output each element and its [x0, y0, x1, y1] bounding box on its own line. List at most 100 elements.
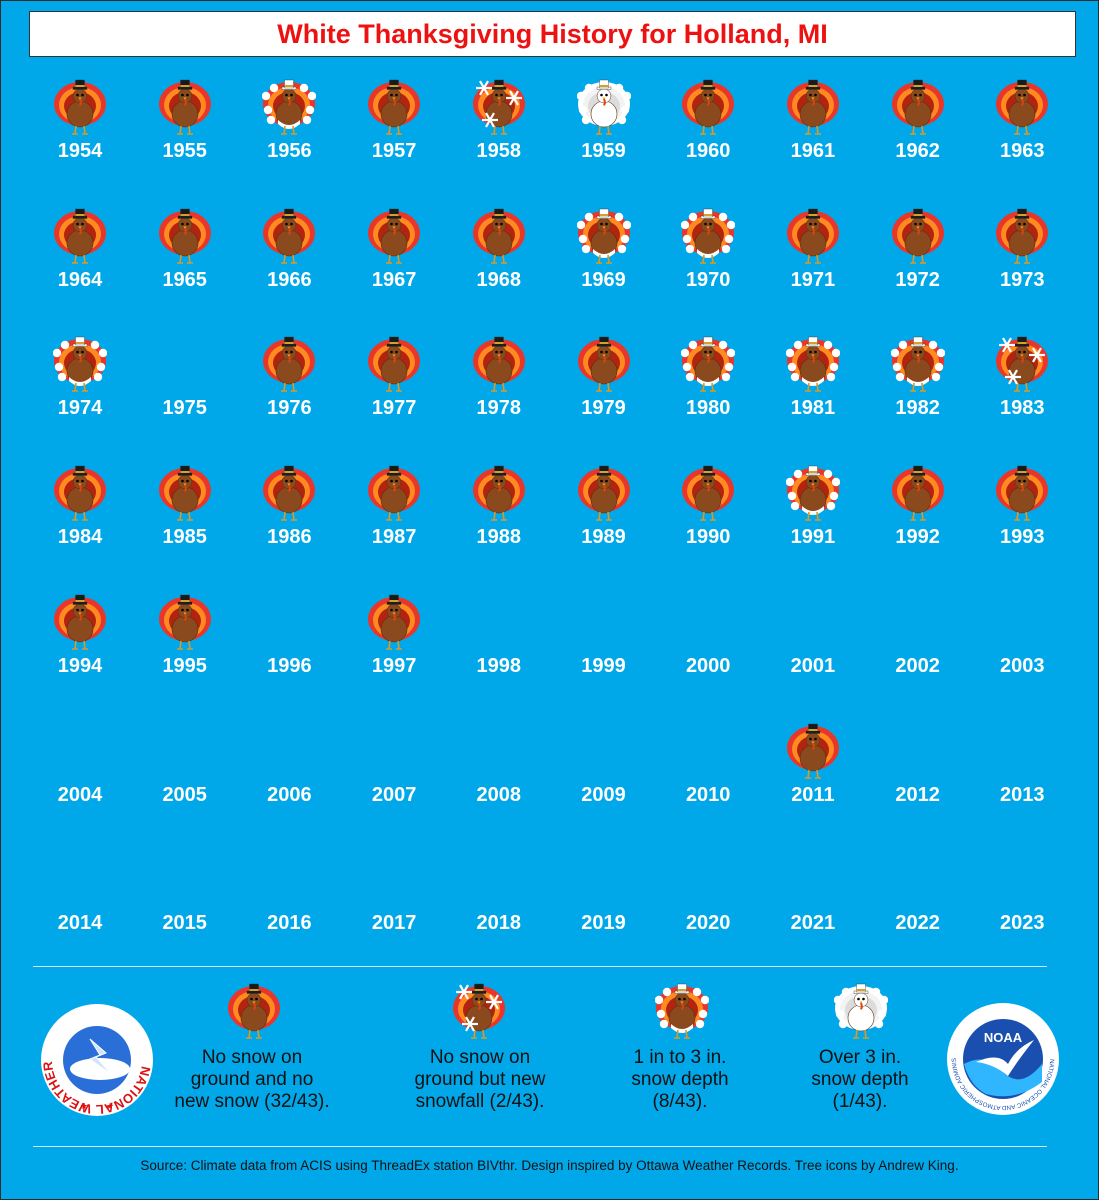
year-label: 1972 [895, 268, 940, 291]
legend-line: (1/43). [832, 1091, 888, 1112]
turkey-icon [53, 589, 107, 653]
legend-line: new snow (32/43). [174, 1091, 330, 1112]
year-cell: 2001 [761, 589, 865, 717]
year-label: 2000 [685, 654, 731, 677]
year-cell: 1979 [552, 331, 656, 459]
year-label: 2021 [790, 912, 836, 935]
turkey-icon [785, 460, 841, 524]
year-cell: 2006 [237, 718, 341, 846]
year-label: 1985 [162, 526, 207, 549]
year-label: 2004 [57, 783, 103, 806]
year-cell: 1954 [28, 74, 132, 202]
turkey-icon [785, 331, 841, 395]
year-label: 2018 [476, 912, 522, 935]
year-cell: 2002 [866, 589, 970, 717]
legend-line: snow depth [631, 1069, 729, 1090]
year-cell: 1994 [28, 589, 132, 717]
legend-line: 1 in to 3 in. [633, 1047, 727, 1068]
turkey-icon [995, 74, 1049, 138]
turkey-icon [262, 74, 317, 138]
year-label: 1963 [1000, 140, 1045, 162]
year-label: 1996 [267, 654, 312, 677]
turkey-icon [577, 331, 631, 395]
turkey-icon [576, 74, 631, 138]
turkey-icon [786, 203, 840, 267]
year-label: 1954 [57, 140, 103, 162]
year-cell: 1988 [447, 460, 551, 588]
legend-label: 1 in to 3 in. snow depth (8/43). [590, 1047, 770, 1113]
year-label: 2019 [581, 912, 626, 935]
turkey-icon [158, 589, 212, 653]
year-cell: 1972 [866, 203, 970, 331]
year-cell: 1987 [342, 460, 446, 588]
legend-label: No snow on ground but new snowfall (2/43). [380, 1047, 580, 1113]
year-cell: 1986 [237, 460, 341, 588]
year-cell: 2015 [133, 846, 237, 974]
year-cell: 2018 [447, 846, 551, 974]
divider-bottom [33, 1146, 1047, 1147]
year-label: 2015 [162, 912, 207, 935]
turkey-icon [158, 460, 212, 524]
page-title: White Thanksgiving History for Holland, … [29, 11, 1076, 57]
year-label: 2014 [57, 912, 103, 935]
turkey-icon [472, 74, 526, 138]
year-cell: 2012 [866, 718, 970, 846]
turkey-icon [262, 203, 316, 267]
year-cell: 2023 [970, 846, 1074, 974]
year-label: 1988 [476, 526, 522, 549]
year-label: 2002 [895, 654, 940, 677]
year-label: 1960 [685, 140, 731, 162]
year-label: 1992 [895, 526, 940, 549]
year-cell: 2011 [761, 718, 865, 846]
year-cell: 1985 [133, 460, 237, 588]
year-cell: 2005 [133, 718, 237, 846]
year-label: 1968 [476, 268, 522, 291]
year-label: 2005 [162, 783, 207, 806]
year-label: 1973 [1000, 268, 1045, 291]
year-cell: 1971 [761, 203, 865, 331]
year-label: 1995 [162, 654, 207, 677]
year-cell: 2009 [552, 718, 656, 846]
year-cell: 1996 [237, 589, 341, 717]
year-cell: 1977 [342, 331, 446, 459]
year-cell: 1974 [28, 331, 132, 459]
year-cell: 1993 [970, 460, 1074, 588]
year-cell: 1961 [761, 74, 865, 202]
year-label: 1964 [57, 268, 103, 291]
year-label: 1983 [1000, 397, 1045, 420]
turkey-icon [472, 460, 526, 524]
year-label: 1980 [685, 397, 731, 420]
year-label: 1958 [476, 140, 522, 162]
year-label: 1982 [895, 397, 940, 420]
turkey-icon [995, 331, 1049, 395]
year-cell: 1957 [342, 74, 446, 202]
legend-label: No snow on ground and no new snow (32/43). [152, 1047, 352, 1113]
year-label: 1997 [371, 654, 417, 677]
turkey-icon [53, 203, 107, 267]
year-label: 1999 [581, 654, 626, 677]
year-cell: 1968 [447, 203, 551, 331]
svg-text:★: ★ [106, 1101, 114, 1111]
turkey-icon [367, 460, 421, 524]
noaa-logo: NOAA NATIONAL OCEANIC AND ATMOSPHERIC AD… [946, 1002, 1059, 1115]
year-label: 1966 [267, 268, 312, 291]
turkey-icon [367, 331, 421, 395]
year-cell: 1992 [866, 460, 970, 588]
turkey-icon [680, 331, 736, 395]
year-label: 1965 [162, 268, 207, 291]
legend-line: No snow on [201, 1047, 303, 1068]
year-label: 1978 [476, 397, 522, 420]
year-label: 1977 [371, 397, 417, 420]
legend-line: ground and no [190, 1069, 314, 1090]
year-label: 1970 [685, 268, 731, 291]
year-label: 1979 [581, 397, 626, 420]
year-cell: 2007 [342, 718, 446, 846]
year-label: 1989 [581, 526, 626, 549]
turkey-icon [53, 74, 107, 138]
year-cell: 1965 [133, 203, 237, 331]
year-cell: 2022 [866, 846, 970, 974]
year-cell: 1960 [656, 74, 760, 202]
year-label: 2022 [895, 912, 940, 935]
year-label: 1974 [57, 397, 103, 420]
svg-text:★: ★ [80, 1101, 88, 1111]
